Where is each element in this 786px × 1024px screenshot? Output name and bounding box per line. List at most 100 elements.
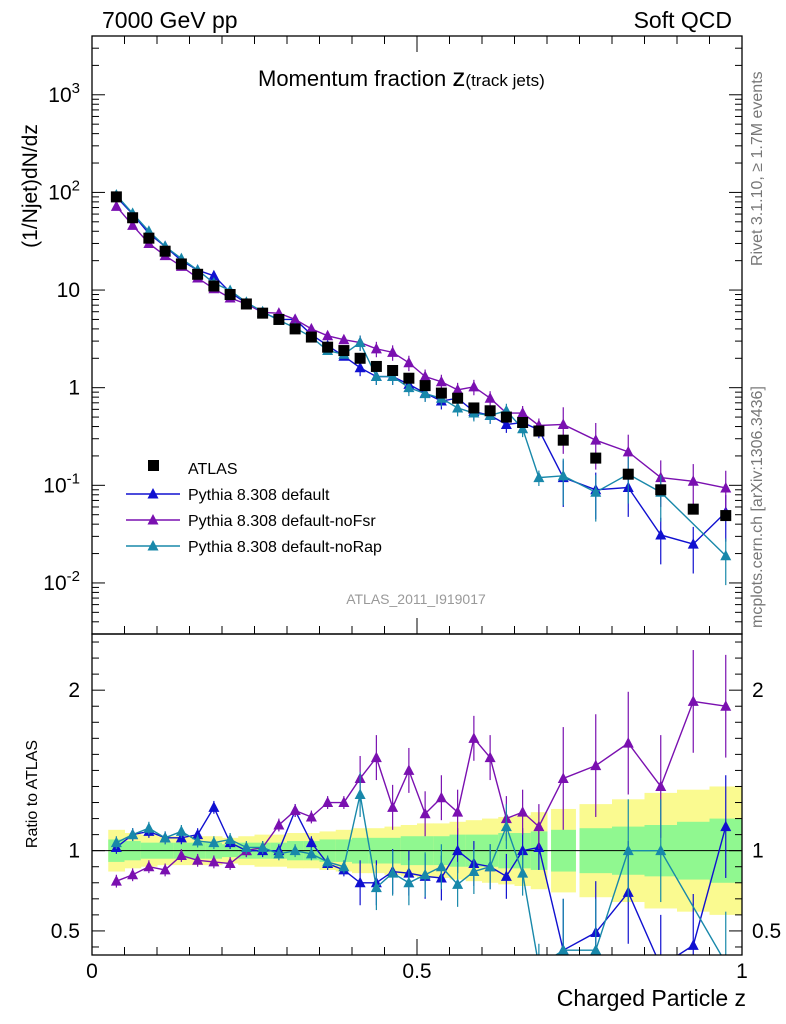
main-ylabel: (1/Njet)dN/dz [19, 124, 42, 248]
data-point [224, 833, 236, 844]
data-point [289, 313, 301, 324]
data-point [687, 538, 699, 549]
data-point [387, 364, 399, 376]
data-point [289, 844, 301, 856]
data-point [354, 336, 366, 348]
data-point [655, 960, 666, 971]
x-axis-title: Charged Particle z [557, 985, 746, 1011]
data-point [452, 878, 464, 889]
data-point [419, 370, 431, 382]
data-point [720, 957, 731, 968]
data-point [500, 411, 512, 423]
data-point [322, 855, 334, 867]
legend: ATLAS Pythia 8.308 default Pythia 8.308 … [126, 460, 382, 556]
data-point [322, 341, 334, 353]
header-right: Soft QCD [634, 7, 732, 33]
data-point [419, 387, 431, 399]
y-tick-exponent: -2 [67, 568, 80, 585]
side-label-rivet: Rivet 3.1.10, ≥ 1.7M events [749, 71, 766, 266]
ratio-series-2 [110, 772, 731, 971]
data-point [370, 881, 382, 893]
y-tick-label: 10-2 [43, 568, 80, 595]
data-point [419, 380, 431, 392]
y-tick-base: 1 [68, 377, 80, 400]
data-point [403, 356, 415, 368]
ratio-y-tick-label-right: 0.5 [752, 920, 781, 943]
data-point [208, 836, 220, 848]
data-point [354, 788, 366, 799]
y-tick-label: 10-1 [43, 470, 80, 497]
legend-marker-norap [147, 540, 159, 551]
x-tick-label: 0.5 [402, 960, 431, 983]
data-point [370, 751, 382, 763]
data-point [127, 212, 139, 224]
data-point [110, 200, 122, 211]
data-point [590, 452, 602, 464]
data-point [143, 822, 155, 833]
ratio-y-tick-label: 1 [68, 840, 80, 863]
data-point [159, 863, 171, 875]
data-point [484, 405, 496, 417]
data-point [305, 847, 317, 859]
y-tick-base: 10 [48, 181, 71, 204]
legend-label-nofsr: Pythia 8.308 default-noFsr [188, 513, 376, 530]
data-point [452, 401, 464, 413]
data-point [590, 486, 602, 497]
main-series-group [110, 189, 732, 586]
data-point [175, 258, 187, 270]
series-line [115, 205, 726, 489]
data-point [273, 313, 285, 325]
data-point [720, 700, 732, 711]
data-point [557, 944, 569, 955]
plot-title-z: z [452, 62, 465, 92]
data-point [557, 469, 569, 481]
data-point [354, 361, 366, 373]
ratio-y-tick-label: 0.5 [51, 920, 80, 943]
data-point [557, 434, 569, 446]
y-tick-label: 1 [68, 377, 80, 400]
data-point [159, 245, 171, 257]
data-point [655, 844, 667, 856]
side-label-mcplots: mcplots.cern.ch [arXiv:1306.3436] [749, 386, 766, 628]
data-point [370, 370, 382, 382]
data-point [687, 475, 699, 486]
ratio-series-group [110, 650, 732, 971]
data-point [143, 232, 155, 244]
data-point [500, 820, 512, 832]
data-point [452, 844, 464, 856]
data-point [240, 841, 252, 852]
ratio-series-1 [110, 650, 732, 888]
data-point [419, 868, 431, 880]
data-point [590, 944, 602, 955]
data-point [403, 372, 415, 384]
data-point [192, 835, 204, 846]
data-point [143, 860, 155, 872]
data-point [224, 857, 236, 869]
data-point [159, 831, 171, 843]
data-point [622, 737, 634, 748]
data-point [468, 732, 480, 743]
data-point [403, 381, 415, 393]
data-point [192, 854, 204, 865]
data-point [305, 322, 317, 334]
data-point [435, 375, 447, 387]
data-point [192, 828, 204, 840]
data-point [452, 806, 464, 817]
data-point [257, 307, 269, 319]
data-point [370, 360, 382, 372]
data-point [289, 323, 301, 335]
data-point [208, 801, 220, 812]
data-point [354, 352, 366, 364]
x-tick-label: 1 [736, 960, 748, 983]
main-series-atlas [110, 191, 732, 522]
y-tick-exponent: -1 [67, 470, 80, 487]
data-point [533, 960, 544, 971]
data-point [387, 346, 399, 357]
data-point [208, 280, 220, 292]
y-tick-base: 10 [43, 474, 66, 497]
data-point [354, 876, 366, 888]
data-point [322, 796, 334, 808]
data-point [720, 510, 732, 522]
data-point [687, 939, 699, 950]
data-point [590, 434, 602, 445]
